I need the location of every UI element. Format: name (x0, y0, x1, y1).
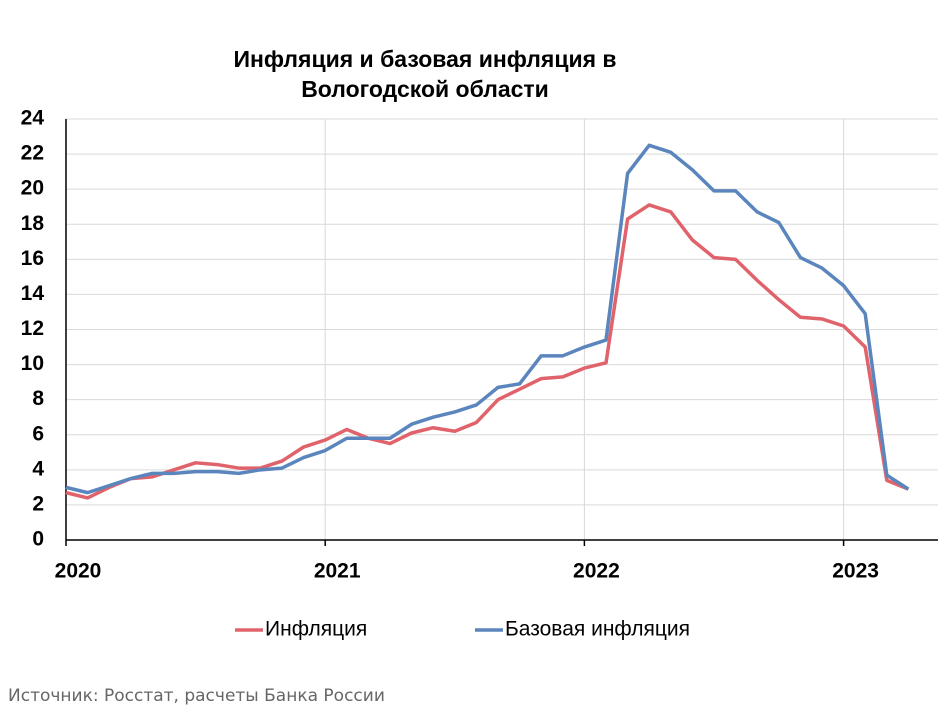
y-tick-label: 0 (32, 528, 44, 551)
y-tick-label: 2 (32, 492, 44, 515)
x-tick-label: 2020 (55, 560, 102, 583)
source-note: Источник: Росстат, расчеты Банка России (8, 686, 385, 706)
x-tick-label: 2023 (832, 560, 879, 583)
legend-label: Инфляция (265, 618, 367, 641)
y-tick-label: 14 (21, 282, 45, 305)
series-line (65, 143, 910, 495)
series-line (65, 203, 910, 500)
y-tick-label: 24 (21, 107, 45, 130)
y-tick-label: 8 (32, 387, 44, 410)
x-tick-label: 2021 (314, 560, 361, 583)
y-tick-label: 4 (32, 457, 44, 480)
x-tick-label: 2022 (573, 560, 620, 583)
y-tick-label: 22 (21, 142, 44, 165)
legend-label: Базовая инфляция (505, 618, 690, 641)
y-tick-label: 10 (21, 352, 44, 375)
y-tick-label: 18 (21, 212, 45, 235)
y-tick-label: 20 (21, 177, 44, 200)
y-tick-label: 16 (21, 247, 44, 270)
y-tick-label: 6 (32, 422, 44, 445)
y-tick-label: 12 (21, 317, 44, 340)
chart-title: Инфляция и базовая инфляция в Вологодско… (233, 46, 617, 102)
